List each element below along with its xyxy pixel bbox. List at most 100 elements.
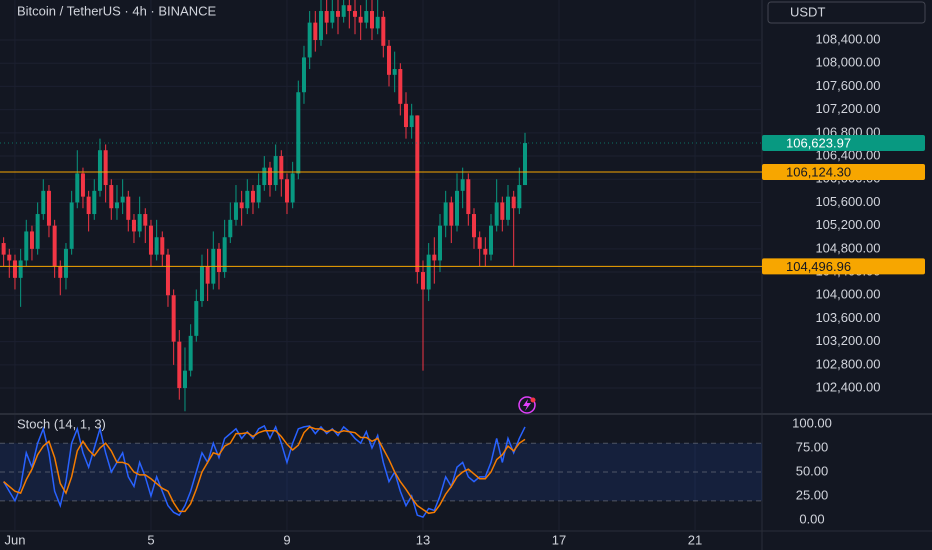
candle-body — [381, 16, 386, 46]
y-tick-label: 104,000.00 — [815, 287, 880, 302]
candle-body — [420, 272, 425, 290]
x-tick-label: 17 — [552, 532, 566, 547]
price-tag — [762, 258, 925, 275]
y-tick-label: 108,400.00 — [815, 31, 880, 46]
candle-body — [18, 260, 23, 278]
y-tick-label: 106,400.00 — [815, 147, 880, 162]
x-tick-label: 5 — [147, 532, 154, 547]
price-tag-label: 106,124.30 — [786, 164, 851, 179]
stoch-tick-label: 75.00 — [796, 439, 829, 454]
candle-body — [494, 202, 499, 226]
candle-body — [75, 173, 80, 203]
price-tag-label: 106,623.97 — [786, 135, 851, 150]
candle-body — [41, 190, 46, 215]
candle-body — [24, 231, 29, 261]
candle-body — [262, 167, 267, 186]
stoch-tick-label: 25.00 — [796, 487, 829, 502]
candle-body — [154, 237, 159, 255]
candle-body — [443, 202, 448, 226]
y-tick-label: 108,000.00 — [815, 55, 880, 70]
axes: 102,400.00 102,800.00 103,200.00 103,600.00… — [4, 31, 925, 547]
currency-button[interactable]: USDT — [767, 1, 926, 24]
candle-body — [80, 173, 85, 197]
candle-body — [216, 248, 221, 273]
candle-body — [188, 335, 193, 371]
candle-body — [114, 202, 119, 209]
candle-body — [120, 196, 125, 203]
candle-body — [352, 11, 357, 17]
candle-body — [58, 266, 63, 278]
y-tick-label: 102,400.00 — [815, 379, 880, 394]
candle-body — [313, 22, 318, 41]
x-tick-label: 13 — [416, 532, 430, 547]
y-tick-label: 102,800.00 — [815, 356, 880, 371]
candle-body — [148, 225, 153, 255]
candle-body — [245, 190, 250, 209]
icon-bolt[interactable] — [523, 399, 531, 411]
candle-body — [137, 214, 142, 232]
lightning-icon[interactable] — [518, 396, 536, 414]
candle-body — [86, 196, 91, 215]
candle-body — [403, 103, 408, 128]
candle-body — [358, 16, 363, 23]
candle-body — [523, 143, 528, 186]
candle-body — [324, 11, 329, 23]
candle-body — [222, 237, 227, 273]
candle-body — [279, 156, 284, 180]
candle-body — [165, 254, 170, 296]
candle-body — [109, 185, 114, 209]
candle-body — [511, 196, 516, 209]
x-tick-label: 9 — [283, 532, 290, 547]
stoch-tick-label: 100.00 — [792, 415, 832, 430]
candle-body — [29, 231, 34, 249]
candle-body — [369, 11, 374, 29]
candle-body — [239, 202, 244, 209]
stoch-tick-label: 0.00 — [799, 511, 824, 526]
x-tick-label: 21 — [688, 532, 702, 547]
stoch-line — [2, 424, 526, 519]
candle-body — [194, 301, 199, 336]
candle-body — [466, 179, 471, 215]
y-tick-label: 107,600.00 — [815, 78, 880, 93]
candle-body — [341, 5, 346, 17]
candle-body — [307, 22, 312, 58]
icon-ring[interactable] — [518, 396, 536, 414]
candle-body — [290, 173, 295, 203]
candle-body — [97, 150, 102, 191]
candle-body — [500, 202, 505, 220]
candle-body — [171, 295, 176, 342]
y-tick-label: 103,200.00 — [815, 333, 880, 348]
candle-body — [182, 370, 187, 389]
candle-body — [392, 69, 397, 75]
candle-body — [284, 179, 289, 203]
candle-body — [454, 190, 459, 226]
candle-body — [347, 5, 352, 12]
candle-body — [296, 92, 301, 174]
price-tag — [762, 164, 925, 181]
y-tick-label: 103,600.00 — [815, 310, 880, 325]
candle-body — [69, 202, 74, 249]
candle-body — [256, 185, 261, 203]
candle-body — [375, 16, 380, 29]
candle-body — [52, 225, 57, 267]
candle-body — [103, 150, 108, 186]
y-tick-label: 104,800.00 — [815, 240, 880, 255]
stoch-tick-label: 50.00 — [796, 463, 829, 478]
candle-body — [460, 179, 465, 191]
candle-body — [449, 202, 454, 226]
candle-body — [415, 115, 420, 273]
candle-body — [517, 185, 522, 209]
candle-body — [432, 254, 437, 261]
icon-dot[interactable] — [530, 397, 536, 403]
candle-body — [63, 248, 68, 278]
currency-button-label[interactable]: USDT — [790, 4, 825, 19]
candle-body — [35, 214, 40, 249]
candle-body — [437, 225, 442, 261]
y-tick-label: 105,600.00 — [815, 194, 880, 209]
currency-button-frame[interactable] — [767, 1, 926, 24]
candle-body — [199, 266, 204, 302]
candle-body — [483, 248, 488, 255]
stoch-pane — [0, 415, 762, 530]
